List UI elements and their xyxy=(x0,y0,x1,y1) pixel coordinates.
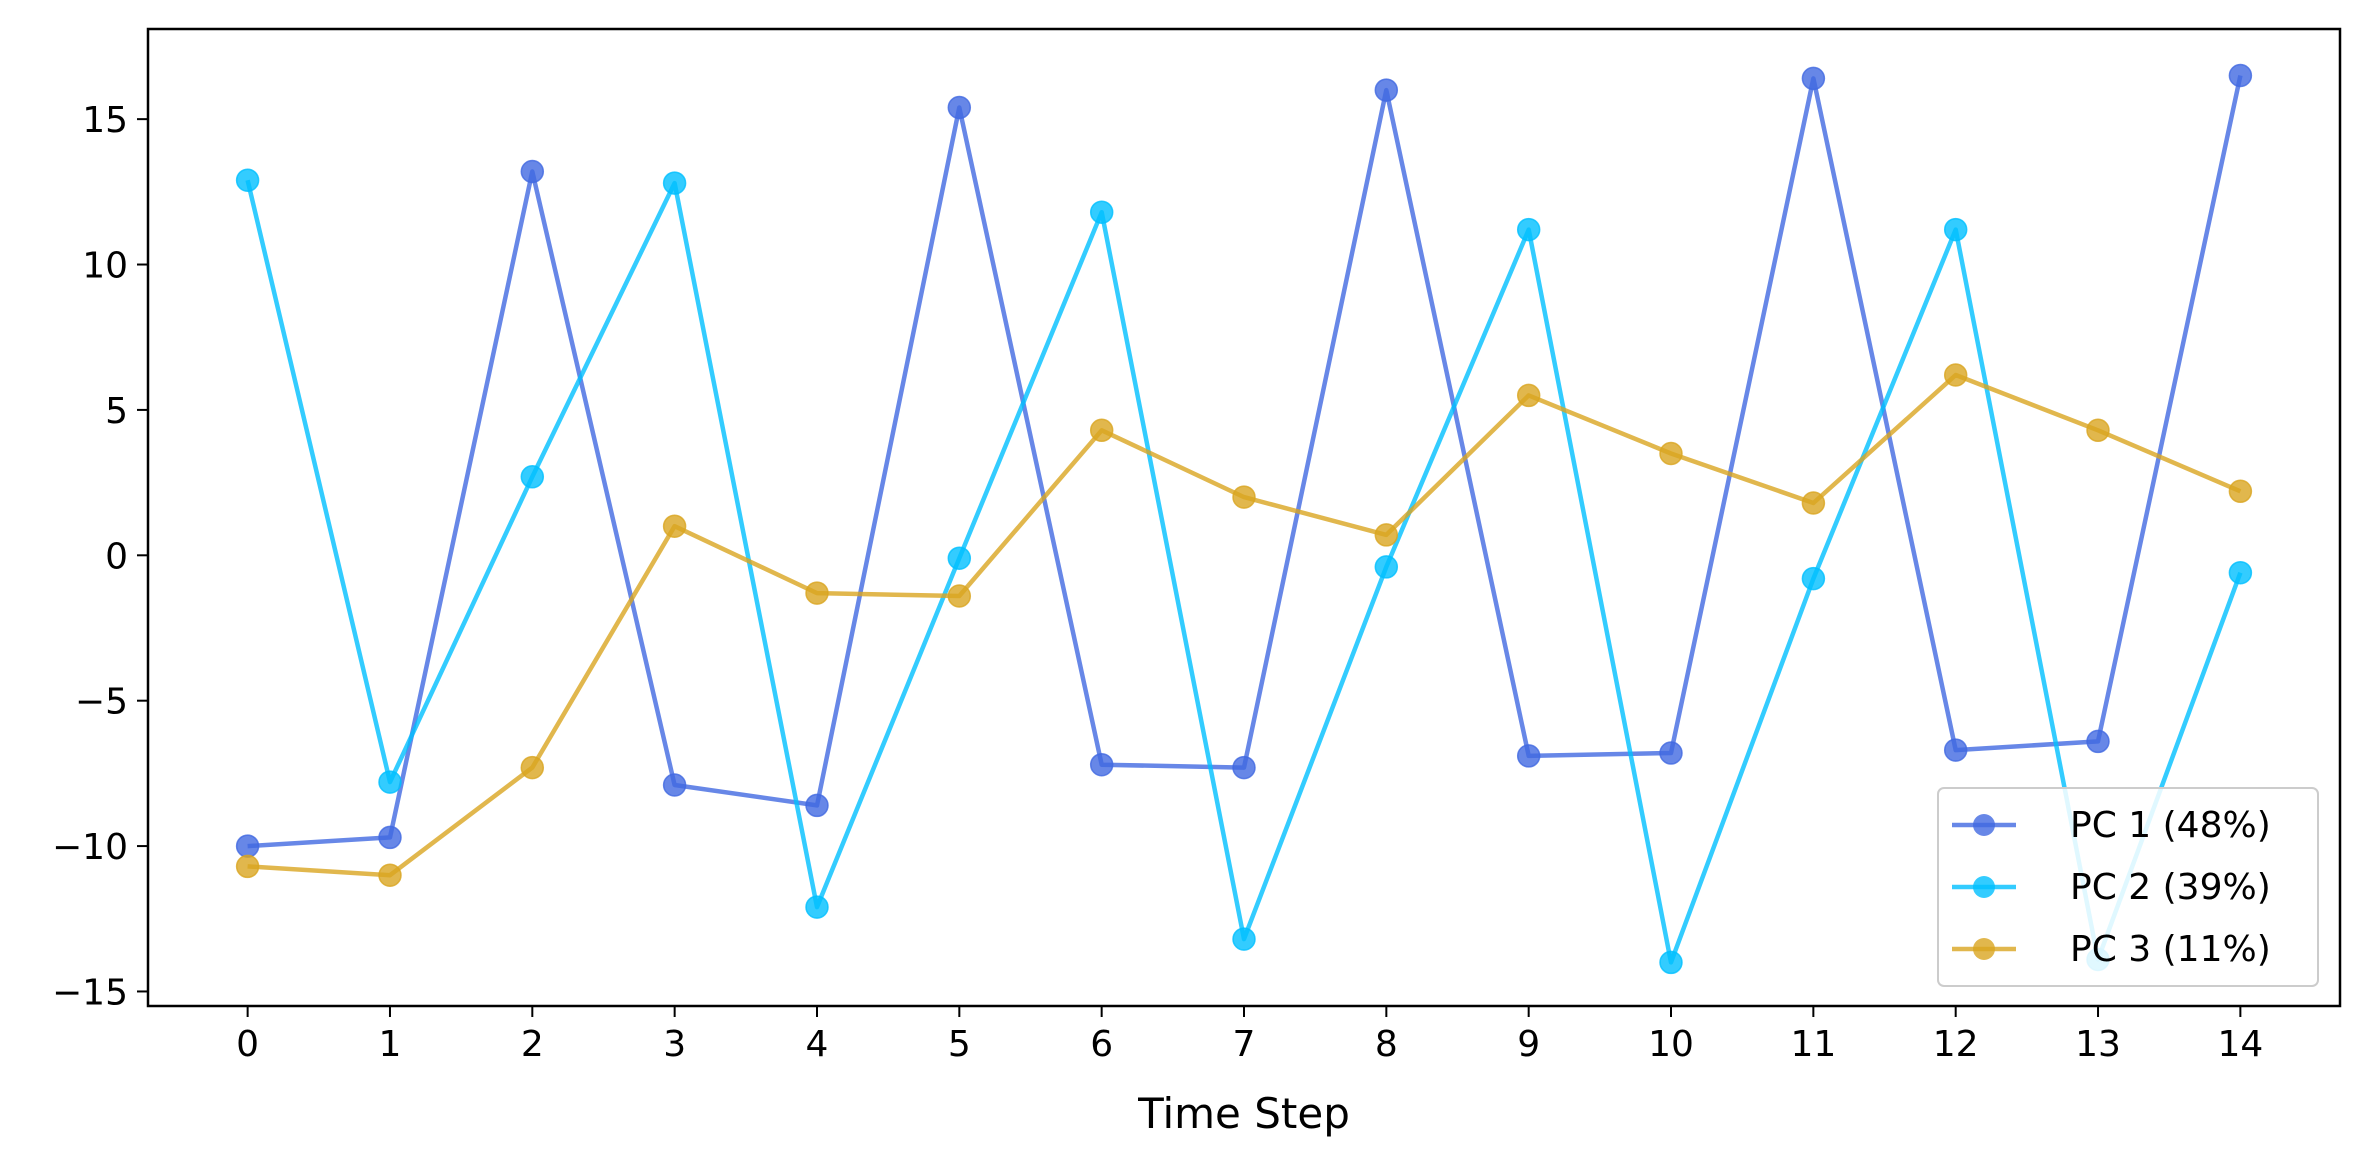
x-tick-label: 2 xyxy=(521,1024,544,1065)
x-tick-label: 4 xyxy=(806,1024,829,1065)
series-1-point xyxy=(1516,744,1541,768)
series-2-point xyxy=(1659,950,1683,975)
series-1-point xyxy=(1943,738,1968,762)
x-tick-label: 6 xyxy=(1090,1024,1113,1065)
series-1-point xyxy=(235,834,260,858)
series-1-point xyxy=(1232,755,1256,780)
x-tick-label: 10 xyxy=(1648,1024,1694,1065)
series-layer xyxy=(235,63,2253,975)
series-2-point xyxy=(805,895,829,919)
series-2-point xyxy=(1232,927,1256,951)
series-2-point xyxy=(378,770,402,794)
legend-box xyxy=(1937,787,2319,987)
legend-swatch-marker xyxy=(1973,876,1995,898)
series-1-point xyxy=(2228,63,2253,88)
series-1-point xyxy=(1374,78,1399,102)
legend-label: PC 3 (11%) xyxy=(2070,929,2271,970)
y-tick-label: −15 xyxy=(52,972,128,1013)
legend-swatch-marker xyxy=(1973,938,1995,960)
series-3-point xyxy=(1232,485,1256,509)
series-3-point xyxy=(1659,441,1683,466)
series-3-point xyxy=(662,514,687,538)
legend-item-3: PC 3 (11%) xyxy=(1952,929,2271,970)
series-2-point xyxy=(1943,217,1968,242)
series-3-point xyxy=(947,584,972,608)
series-1-line xyxy=(247,75,2243,849)
x-tick-label: 7 xyxy=(1233,1024,1256,1065)
series-3-point xyxy=(1374,523,1399,547)
x-tick-label: 3 xyxy=(663,1024,686,1065)
x-tick-label: 14 xyxy=(2217,1024,2263,1065)
x-tick-label: 1 xyxy=(379,1024,402,1065)
x-axis-title: Time Step xyxy=(1137,1089,1350,1138)
series-1-point xyxy=(378,825,402,850)
x-tick-label: 0 xyxy=(236,1024,259,1065)
series-3-point xyxy=(1516,383,1541,408)
y-tick-label: −5 xyxy=(75,682,128,723)
series-2-point xyxy=(662,171,687,195)
x-tick-label: 9 xyxy=(1517,1024,1540,1065)
legend-label: PC 1 (48%) xyxy=(2070,805,2271,846)
series-1-point xyxy=(1659,741,1683,765)
series-2-point xyxy=(520,465,545,489)
x-tick-label: 5 xyxy=(948,1024,971,1065)
y-tick-label: 10 xyxy=(82,246,128,287)
legend: PC 1 (48%) PC 2 (39%) PC 3 (11%) xyxy=(1937,787,2319,987)
y-tick-label: 0 xyxy=(105,536,128,577)
series-2-point xyxy=(1089,200,1114,224)
x-axis: 0 1 2 3 4 5 6 7 8 9 10 11 12 13 14 xyxy=(236,1006,2263,1065)
series-1-point xyxy=(805,793,829,818)
series-1-point xyxy=(2086,729,2110,754)
series-3-point xyxy=(2086,418,2110,443)
legend-swatch-marker xyxy=(1973,814,1995,836)
y-tick-label: −10 xyxy=(52,827,128,868)
series-1-point xyxy=(1089,752,1114,777)
y-tick-label: 5 xyxy=(105,391,128,432)
series-2-point xyxy=(1516,217,1541,242)
series-1-point xyxy=(1801,66,1826,91)
series-3-point xyxy=(1089,418,1114,443)
series-3-point xyxy=(1943,363,1968,387)
x-tick-label: 12 xyxy=(1933,1024,1979,1065)
y-tick-label: 15 xyxy=(82,100,128,141)
legend-item-1: PC 1 (48%) xyxy=(1952,805,2271,846)
series-2-point xyxy=(2228,560,2253,585)
series-3-point xyxy=(2228,479,2253,504)
series-3-point xyxy=(378,863,402,887)
series-3-point xyxy=(520,755,545,780)
x-tick-label: 8 xyxy=(1375,1024,1398,1065)
series-2-point xyxy=(235,168,260,192)
series-1-point xyxy=(947,95,972,120)
x-tick-label: 13 xyxy=(2075,1024,2121,1065)
series-2-point xyxy=(1374,555,1399,579)
series-2-point xyxy=(1801,566,1826,591)
series-1-point xyxy=(662,773,687,797)
series-2-point xyxy=(947,546,972,570)
y-axis: −15 −10 −5 0 5 10 15 xyxy=(52,100,148,1013)
legend-item-2: PC 2 (39%) xyxy=(1952,867,2271,908)
series-1-point xyxy=(520,159,545,184)
legend-label: PC 2 (39%) xyxy=(2070,867,2271,908)
series-3-point xyxy=(235,854,260,879)
x-tick-label: 11 xyxy=(1790,1024,1836,1065)
series-3 xyxy=(235,363,2253,887)
series-3-point xyxy=(1801,491,1826,515)
series-3-point xyxy=(805,581,829,605)
